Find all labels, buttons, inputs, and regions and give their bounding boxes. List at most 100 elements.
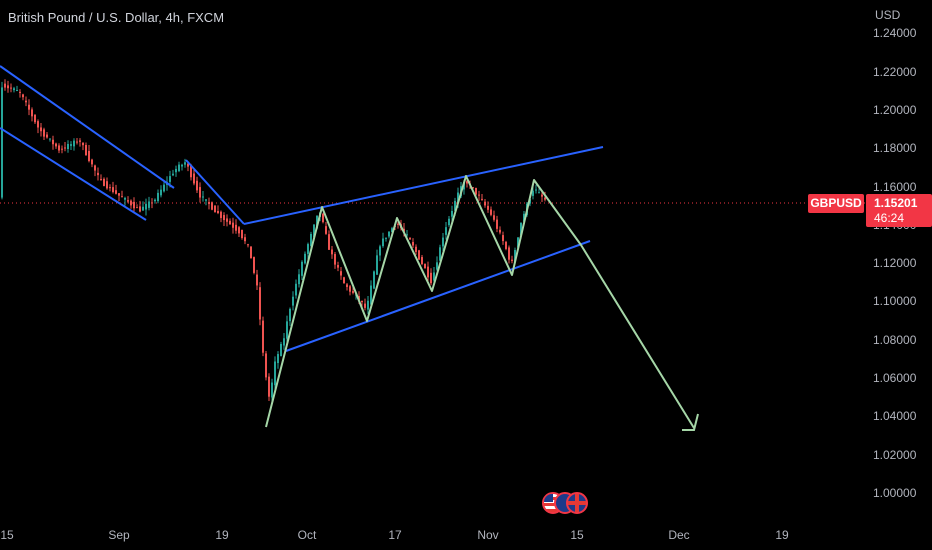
candle-body: [496, 219, 498, 229]
candle-body: [523, 213, 525, 222]
candle-body: [121, 196, 123, 198]
candle-body: [286, 321, 288, 339]
candle-body: [49, 138, 51, 140]
arrow-head-icon: [682, 413, 699, 431]
zigzag-pattern-line[interactable]: [265, 175, 695, 429]
candle-body: [346, 284, 348, 287]
candle-body: [304, 253, 306, 264]
candle-body: [484, 201, 486, 206]
candle-body: [310, 233, 312, 247]
candle-body: [220, 211, 222, 219]
candle-body: [274, 361, 276, 386]
candle-body: [358, 296, 360, 300]
candle-body: [181, 164, 183, 167]
candle-body: [472, 187, 474, 189]
candle-body: [253, 257, 255, 273]
candle-body: [316, 215, 318, 229]
candle-body: [112, 187, 114, 193]
price-axis[interactable]: USD 1.24000 1.22000 1.20000 1.18000 1.16000 1…: [865, 0, 932, 520]
trendline-channel-lower[interactable]: [0, 127, 147, 221]
candle-body: [163, 184, 165, 192]
candle-body: [25, 100, 27, 103]
candle-body: [334, 254, 336, 265]
candle-body: [97, 172, 99, 176]
candle-body: [202, 196, 204, 198]
chart-area[interactable]: British Pound / U.S. Dollar, 4h, FXCM: [0, 0, 865, 520]
candle-body: [535, 189, 537, 191]
candle-body: [139, 206, 141, 212]
candle-body: [376, 255, 378, 275]
candle-body: [22, 94, 24, 98]
candle-body: [256, 274, 258, 286]
candle-body: [406, 234, 408, 236]
candle-body: [16, 90, 18, 92]
candle-body: [238, 227, 240, 234]
trendline-breakout[interactable]: [185, 159, 245, 225]
candle-body: [442, 237, 444, 247]
trendline-wedge-lower[interactable]: [285, 240, 591, 352]
candle-body: [235, 224, 237, 231]
candle-body: [466, 181, 468, 184]
candle-body: [271, 382, 273, 398]
candle-body: [325, 226, 327, 234]
candle-body: [151, 202, 153, 204]
candle-body: [421, 257, 423, 265]
trendline-wedge-upper[interactable]: [243, 146, 604, 225]
trendline-channel-upper[interactable]: [0, 65, 175, 189]
candle-body: [262, 320, 264, 353]
candle-body: [505, 241, 507, 249]
candle-body: [115, 190, 117, 194]
candle-body: [61, 148, 63, 150]
price-tick-label: 1.24000: [873, 26, 917, 40]
candle-body: [178, 164, 180, 172]
candle-body: [55, 143, 57, 147]
currency-label: USD: [875, 8, 901, 22]
candle-body: [388, 231, 390, 237]
candle-body: [298, 274, 300, 285]
candle-body: [322, 213, 324, 223]
time-tick-label: 19: [775, 528, 789, 542]
candle-body: [373, 271, 375, 289]
candle-body: [424, 264, 426, 269]
candle-body: [208, 201, 210, 205]
candle-body: [520, 222, 522, 236]
price-tick-label: 1.12000: [873, 256, 917, 270]
badge-symbol: GBPUSD: [808, 194, 864, 213]
badge-price: 1.15201: [874, 196, 918, 210]
candle-body: [370, 285, 372, 305]
candle-body: [481, 198, 483, 200]
candle-body: [91, 159, 93, 165]
candle-body: [118, 193, 120, 196]
candle-body: [367, 300, 369, 310]
economic-events[interactable]: [540, 492, 590, 518]
candle-body: [436, 262, 438, 270]
candle-body: [169, 176, 171, 182]
time-tick-label: Sep: [108, 528, 130, 542]
candle-body: [10, 87, 12, 89]
candle-body: [193, 173, 195, 184]
candle-body: [64, 147, 66, 149]
candle-body: [451, 210, 453, 217]
candle-body: [397, 223, 399, 225]
candle-body: [184, 162, 186, 165]
price-chart[interactable]: [0, 0, 865, 520]
candle-body: [172, 173, 174, 176]
uk-flag-icon[interactable]: [566, 492, 588, 514]
candle-body: [532, 190, 534, 196]
candle-body: [517, 237, 519, 248]
candle-body: [214, 205, 216, 213]
candle-body: [79, 140, 81, 142]
badge-price-box: 1.15201 46:24: [866, 194, 932, 227]
candle-body: [454, 200, 456, 211]
candle-body: [331, 249, 333, 255]
time-axis[interactable]: 15 Sep 19 Oct 17 Nov 15 Dec 19: [0, 520, 932, 550]
candle-body: [448, 218, 450, 226]
candle-body: [205, 199, 207, 201]
candle-body: [352, 291, 354, 293]
candle-body: [364, 303, 366, 308]
symbol-title[interactable]: British Pound / U.S. Dollar, 4h, FXCM: [8, 10, 225, 25]
candle-body: [277, 354, 279, 364]
candle-body: [385, 237, 387, 239]
candle-body: [478, 194, 480, 196]
candle-body: [283, 338, 285, 346]
